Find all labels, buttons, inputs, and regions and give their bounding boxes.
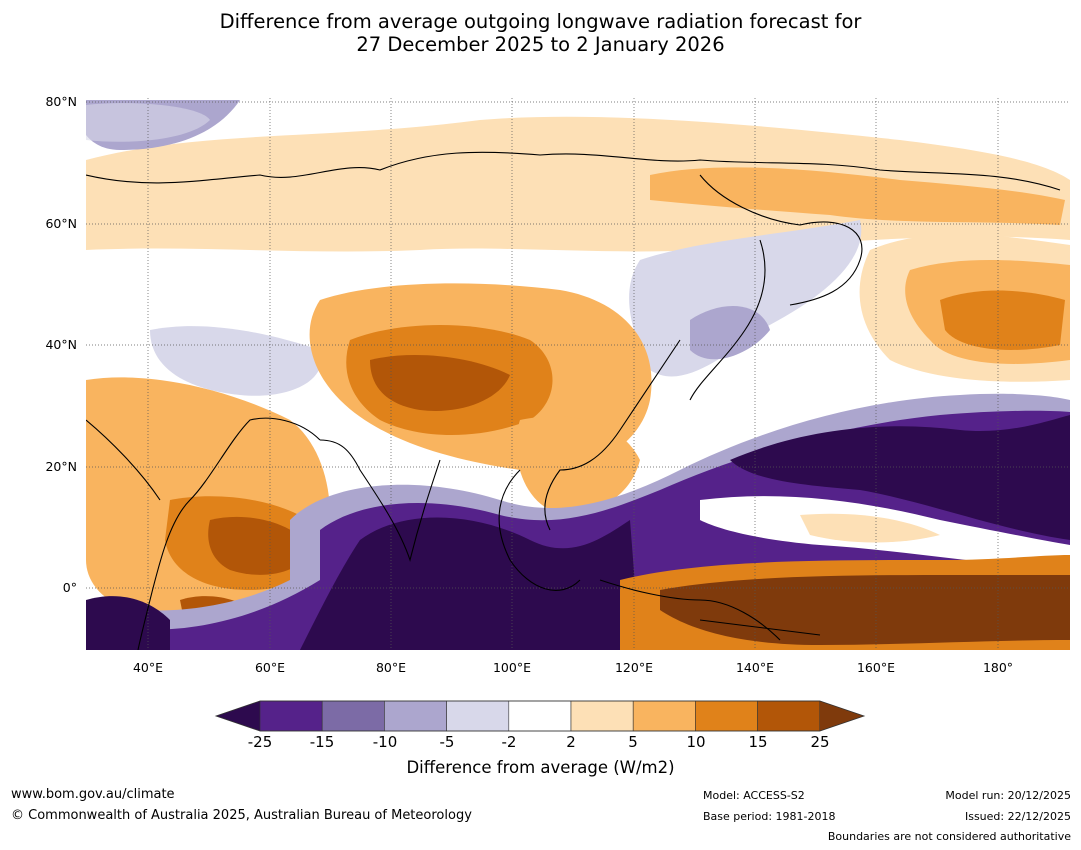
field-se-asia	[516, 416, 640, 513]
cbar-tick-m5: -5	[439, 733, 455, 751]
cbar-tick-2: 2	[566, 733, 576, 751]
colorbar-bin-6	[570, 700, 634, 732]
lon-label-80e: 80°E	[375, 660, 407, 675]
title-line-2: 27 December 2025 to 2 January 2026	[356, 33, 725, 56]
colorbar-outline	[214, 700, 866, 732]
colorbar-bin-2	[321, 700, 385, 732]
olr-anomaly-map	[86, 98, 1070, 650]
colorbar-bin-3	[384, 700, 447, 732]
lat-label-0: 0°	[62, 580, 77, 595]
lon-label-120e: 120°E	[614, 660, 653, 675]
model-name: Model: ACCESS-S2	[703, 789, 805, 802]
coast-new-guinea	[699, 619, 821, 636]
field-japan-pale	[629, 220, 862, 377]
cbar-tick-10: 10	[686, 733, 706, 751]
colorbar-bin-1	[259, 700, 323, 732]
cbar-tick-15: 15	[748, 733, 768, 751]
chart-title: Difference from average outgoing longwav…	[0, 10, 1081, 56]
coast-india	[319, 439, 441, 562]
colorbar-extend-high	[820, 701, 864, 731]
issued-date: Issued: 22/12/2025	[964, 810, 1071, 823]
coast-okhotsk	[699, 174, 863, 306]
copyright: © Commonwealth of Australia 2025, Austra…	[11, 808, 472, 823]
colorbar-bin-8	[695, 700, 758, 732]
base-period: Base period: 1981-2018	[703, 810, 836, 823]
cbar-tick-m10: -10	[372, 733, 398, 751]
cbar-tick-m15: -15	[309, 733, 335, 751]
lat-label-60n: 60°N	[45, 216, 77, 231]
coast-indochina	[498, 469, 581, 591]
lon-label-140e: 140°E	[735, 660, 774, 675]
cbar-tick-25: 25	[810, 733, 830, 751]
field-indian-ocean-max	[300, 517, 640, 650]
field-south-pacific-max	[660, 575, 1070, 645]
field-central-asia	[150, 326, 322, 396]
lon-label-100e: 100°E	[492, 660, 531, 675]
lon-label-160e: 160°E	[856, 660, 895, 675]
coast-indonesia	[599, 579, 781, 641]
colorbar-label: Difference from average (W/m2)	[406, 758, 675, 777]
lat-label-20n: 20°N	[45, 459, 77, 474]
colorbar-extend-low	[216, 701, 260, 731]
anomaly-field	[86, 98, 1070, 650]
cbar-tick-m2: -2	[501, 733, 517, 751]
coast-red-sea	[86, 419, 161, 501]
colorbar-bin-5	[508, 700, 572, 732]
disclaimer: Boundaries are not considered authoritat…	[827, 830, 1071, 843]
cbar-tick-5: 5	[628, 733, 638, 751]
colorbar-bins	[259, 700, 821, 732]
title-line-1: Difference from average outgoing longwav…	[219, 10, 862, 33]
field-japan-lavender	[690, 306, 770, 360]
lon-label-180: 180°	[982, 660, 1014, 675]
field-west-pacific-max	[730, 415, 1070, 540]
field-sw-corner-max	[86, 596, 170, 650]
lon-label-60e: 60°E	[254, 660, 286, 675]
coast-arctic	[86, 151, 1061, 191]
coast-east-china	[544, 339, 681, 531]
coast-arabia-africa	[137, 417, 321, 650]
coast-sakhalin-japan	[689, 239, 766, 401]
field-equatorial-light-orange	[800, 513, 940, 543]
lat-label-80n: 80°N	[45, 94, 77, 109]
field-east-africa-max	[208, 516, 310, 575]
field-tibet-max	[370, 355, 510, 411]
model-run: Model run: 20/12/2025	[945, 789, 1071, 802]
website-link[interactable]: www.bom.gov.au/climate	[11, 787, 175, 802]
coastlines	[86, 151, 1061, 650]
colorbar-bin-4	[446, 700, 510, 732]
colorbar-bin-9	[757, 700, 821, 732]
lat-label-40n: 40°N	[45, 337, 77, 352]
lon-label-40e: 40°E	[132, 660, 164, 675]
field-northern-eurasia	[86, 116, 1070, 252]
colorbar-bin-7	[632, 700, 696, 732]
field-ne-orange	[650, 167, 1065, 225]
field-pacific-strong	[940, 290, 1065, 350]
cbar-tick-m25: -25	[247, 733, 273, 751]
